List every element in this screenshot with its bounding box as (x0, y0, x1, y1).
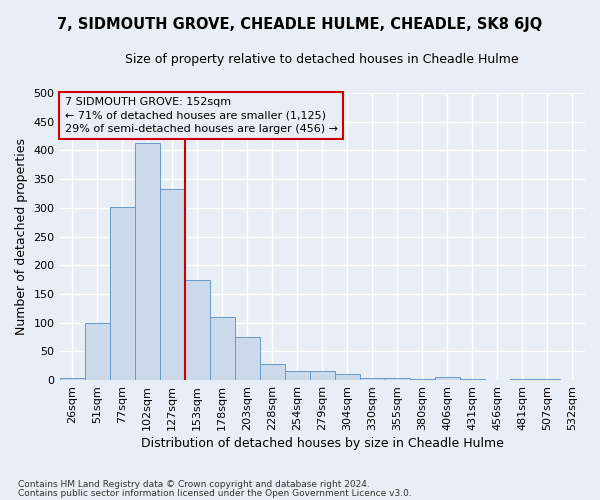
Bar (59, 378, 85, 380)
Text: 7, SIDMOUTH GROVE, CHEADLE HULME, CHEADLE, SK8 6JQ: 7, SIDMOUTH GROVE, CHEADLE HULME, CHEADL… (58, 18, 542, 32)
Bar (410, 379, 435, 380)
Bar (134, 143, 160, 380)
Text: 7 SIDMOUTH GROVE: 152sqm
← 71% of detached houses are smaller (1,125)
29% of sem: 7 SIDMOUTH GROVE: 152sqm ← 71% of detach… (65, 98, 338, 134)
Bar (385, 378, 410, 380)
Bar (535, 379, 560, 380)
Bar (185, 280, 209, 380)
Title: Size of property relative to detached houses in Cheadle Hulme: Size of property relative to detached ho… (125, 52, 519, 66)
X-axis label: Distribution of detached houses by size in Cheadle Hulme: Distribution of detached houses by size … (141, 437, 504, 450)
Bar (285, 371, 310, 380)
Bar (435, 377, 460, 380)
Bar (110, 206, 134, 380)
Text: Contains public sector information licensed under the Open Government Licence v3: Contains public sector information licen… (18, 490, 412, 498)
Text: Contains HM Land Registry data © Crown copyright and database right 2024.: Contains HM Land Registry data © Crown c… (18, 480, 370, 489)
Bar (85, 323, 110, 380)
Bar (360, 378, 385, 380)
Bar (209, 317, 235, 380)
Bar (310, 371, 335, 380)
Bar (260, 364, 285, 380)
Bar (335, 374, 360, 380)
Y-axis label: Number of detached properties: Number of detached properties (15, 138, 28, 335)
Bar (160, 190, 185, 380)
Bar (235, 337, 260, 380)
